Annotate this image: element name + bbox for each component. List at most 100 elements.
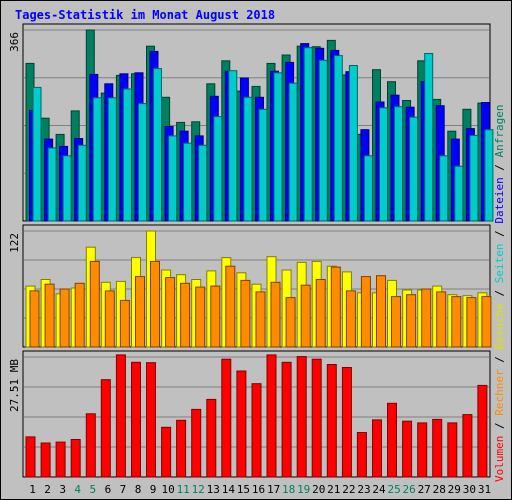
bar-seiten-day-25	[394, 106, 403, 222]
bar-seiten-day-4	[77, 144, 87, 222]
x-tick-label: 5	[89, 483, 96, 496]
bar-rechner-day-10	[165, 277, 176, 348]
bar-volumen-day-15	[236, 370, 247, 478]
legend-part: /	[493, 224, 506, 244]
bar-rechner-day-30	[466, 297, 477, 348]
legend-part: /	[493, 416, 506, 436]
x-tick-label: 28	[433, 483, 446, 496]
bar-seiten-day-19	[303, 47, 313, 222]
bar-volumen-day-8	[131, 361, 141, 478]
bar-rechner-day-31	[481, 296, 492, 348]
bar-seiten-day-14	[228, 70, 238, 222]
bar-volumen-day-6	[100, 379, 111, 478]
bar-seiten-day-15	[243, 96, 253, 222]
bar-seiten-day-22	[348, 65, 358, 222]
bar-seiten-day-30	[469, 134, 479, 222]
x-tick-label: 19	[297, 483, 310, 496]
bar-volumen-day-29	[447, 422, 458, 478]
bar-seiten-day-12	[198, 144, 208, 222]
x-tick-label: 30	[463, 483, 476, 496]
x-tick-label: 7	[120, 483, 127, 496]
bar-volumen-day-21	[326, 364, 337, 478]
y-max-labels: 366 122 27.51 MB	[8, 32, 21, 412]
bar-volumen-day-24	[372, 419, 382, 478]
bar-seiten-day-9	[153, 68, 162, 222]
bar-seiten-day-8	[138, 103, 147, 222]
x-tick-label: 12	[192, 483, 205, 496]
bar-seiten-day-7	[122, 88, 132, 222]
bar-rechner-day-12	[195, 286, 206, 348]
bar-volumen-day-28	[432, 418, 443, 478]
chart-bars	[25, 29, 494, 478]
legend-part: Rechner	[493, 369, 506, 416]
bar-rechner-day-6	[104, 290, 115, 348]
bar-volumen-day-18	[281, 361, 292, 478]
x-tick-label: 25	[387, 483, 400, 496]
x-tick-label: 2	[44, 483, 51, 496]
bar-rechner-day-29	[451, 296, 462, 348]
x-tick-label: 21	[327, 483, 340, 496]
x-tick-label: 6	[105, 483, 112, 496]
bar-rechner-day-20	[315, 279, 326, 348]
bar-seiten-day-29	[454, 165, 464, 222]
x-tick-label: 15	[237, 483, 250, 496]
bar-rechner-day-22	[345, 290, 356, 348]
x-tick-label: 31	[478, 483, 491, 496]
bar-seiten-day-18	[288, 82, 298, 222]
bar-rechner-day-27	[421, 288, 432, 348]
bar-seiten-day-1	[32, 86, 42, 222]
bar-seiten-day-24	[379, 107, 388, 222]
bar-rechner-day-7	[119, 299, 130, 348]
bar-seiten-day-17	[273, 72, 283, 222]
legend-part: /	[493, 350, 506, 370]
y-max-label-top: 366	[8, 32, 21, 52]
legend-part: Volumen	[493, 436, 506, 482]
bar-rechner-day-26	[406, 294, 417, 348]
bar-seiten-day-10	[168, 135, 178, 222]
bar-rechner-day-8	[135, 276, 145, 348]
bar-volumen-day-3	[55, 441, 66, 478]
bar-seiten-day-11	[183, 142, 193, 222]
x-tick-label: 22	[342, 483, 355, 496]
bar-volumen-day-2	[40, 442, 51, 478]
x-tick-labels: 1 2 3 4 5 6 7 8 9 10 11 12 13 14 15 16 17 18 19 20 21 22 23 24 2…	[29, 483, 491, 496]
bar-volumen-day-10	[161, 426, 172, 478]
bar-volumen-day-1	[25, 436, 36, 478]
x-tick-label: 23	[357, 483, 370, 496]
legend-part: Dateien	[493, 177, 506, 223]
x-tick-label: 3	[59, 483, 66, 496]
bar-rechner-day-9	[150, 260, 160, 348]
bar-seiten-day-5	[92, 97, 102, 222]
x-tick-label: 27	[418, 483, 431, 496]
bar-rechner-day-13	[210, 285, 221, 348]
bar-volumen-day-14	[221, 358, 232, 478]
x-tick-label: 24	[372, 483, 386, 496]
bar-volumen-day-23	[356, 432, 367, 478]
bar-volumen-day-27	[417, 422, 428, 478]
x-tick-label: 13	[207, 483, 220, 496]
x-tick-label: 9	[150, 483, 157, 496]
bar-rechner-day-23	[360, 276, 371, 348]
bar-rechner-day-24	[376, 275, 386, 348]
bar-rechner-day-18	[285, 297, 296, 348]
bar-volumen-day-31	[477, 384, 488, 478]
bar-volumen-day-7	[115, 354, 126, 478]
legend: Volumen / Rechner / Besuche / Seiten / D…	[493, 104, 506, 482]
bar-seiten-day-3	[62, 155, 72, 222]
bar-volumen-day-30	[462, 414, 473, 478]
bar-volumen-day-22	[341, 367, 352, 478]
bar-volumen-day-26	[402, 420, 413, 478]
bar-rechner-day-2	[44, 283, 55, 348]
bar-volumen-day-19	[296, 356, 307, 478]
bar-volumen-day-4	[70, 439, 81, 478]
y-max-label-middle: 122	[8, 233, 21, 253]
x-tick-label: 26	[402, 483, 415, 496]
bar-rechner-day-28	[436, 291, 447, 348]
bar-volumen-day-11	[176, 419, 187, 478]
bar-seiten-day-27	[424, 53, 434, 222]
bar-seiten-day-31	[484, 129, 494, 222]
bar-rechner-day-21	[330, 266, 341, 348]
bar-seiten-day-26	[409, 116, 419, 222]
bar-seiten-day-16	[258, 108, 268, 222]
x-tick-label: 11	[177, 483, 190, 496]
